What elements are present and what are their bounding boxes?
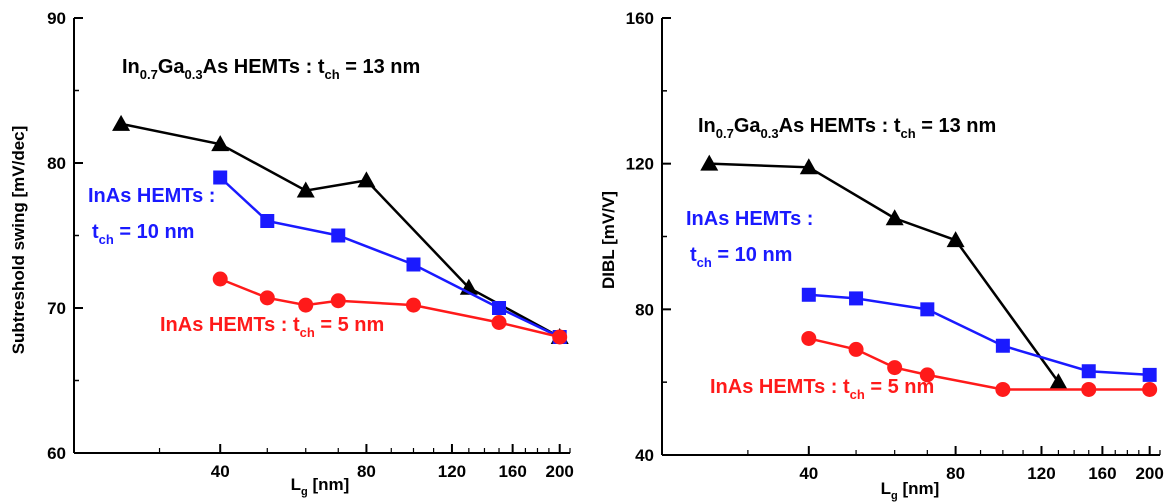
left-series-1-line	[219, 176, 561, 339]
right-series-0-point	[885, 209, 904, 226]
left-series-0-point	[296, 181, 315, 198]
left-y-tick-label: 70	[47, 299, 66, 318]
left-y-tick-label: 60	[47, 444, 66, 463]
left-series-0-point	[357, 171, 376, 188]
right-chart-marks: 40 80 120 160 40 80 120 160 200	[626, 9, 1164, 483]
right-series-2-point	[801, 330, 817, 346]
left-series-2-point	[259, 290, 275, 306]
left-annotation-10nm-line2: tch = 10 nm	[92, 221, 194, 247]
left-annotation-10nm-line1: InAs HEMTs :	[88, 185, 215, 207]
left-x-axis-label: Lg [nm]	[291, 475, 350, 498]
right-series-0-point	[1049, 373, 1068, 390]
left-series-1-point	[260, 214, 275, 228]
left-y-axis-label: Subtreshold swing [mV/dec]	[9, 126, 28, 355]
left-series-0-point	[112, 114, 131, 131]
right-annotation-10nm-line2: tch = 10 nm	[690, 244, 792, 270]
left-series-2-point	[491, 315, 507, 330]
left-series-2-point	[405, 297, 421, 313]
right-series-2-point	[887, 360, 903, 376]
right-series-2-point	[995, 381, 1011, 397]
right-series-1-point	[1081, 364, 1096, 379]
left-series-1-point	[492, 301, 507, 315]
right-y-tick-label: 40	[635, 446, 654, 465]
left-series-1-point	[406, 257, 421, 272]
right-annotation-13nm: In0.7Ga0.3As HEMTs : tch = 13 nm	[698, 115, 996, 141]
left-series-2-point	[298, 297, 314, 313]
right-series-1-point	[995, 338, 1010, 353]
left-chart-marks: 60 70 80 90 40 80 120 160 200	[47, 9, 574, 481]
left-y-tick-label: 80	[47, 154, 66, 173]
right-series-1-point	[920, 302, 935, 317]
right-x-tick-label: 40	[799, 464, 818, 483]
left-series-0-line	[120, 122, 561, 339]
right-annotation-10nm-line1: InAs HEMTs :	[686, 208, 813, 230]
right-series-2-point	[1142, 381, 1158, 397]
right-series-0-point	[700, 154, 719, 171]
left-x-tick-label: 80	[357, 462, 376, 481]
left-x-tick-label: 120	[438, 462, 466, 481]
left-series-1-point	[213, 170, 228, 185]
left-series-2-point	[552, 329, 568, 345]
right-series-1-point	[849, 291, 864, 306]
left-x-tick-label: 160	[498, 462, 526, 481]
right-x-axis-label: Lg [nm]	[881, 479, 940, 502]
right-series-1-point	[801, 287, 816, 302]
left-x-tick-label: 40	[211, 462, 230, 481]
right-y-axis-label: DIBL [mV/V]	[599, 191, 618, 289]
right-series-0-point	[799, 158, 818, 175]
right-series-1-point	[1142, 367, 1157, 382]
left-annotation-5nm: InAs HEMTs : tch = 5 nm	[160, 314, 384, 340]
left-series-2-point	[212, 271, 228, 287]
right-x-tick-label: 160	[1088, 464, 1116, 483]
right-y-tick-label: 80	[635, 300, 654, 319]
left-chart: 60 70 80 90 40 80 120 160 200 Subtreshold swing …	[9, 9, 574, 498]
right-y-tick-label: 120	[626, 155, 654, 174]
right-series-1-line	[808, 293, 1150, 377]
left-series-0-point	[211, 135, 230, 152]
right-series-2-point	[919, 367, 935, 383]
right-series-2-point	[848, 341, 864, 357]
right-x-tick-label: 200	[1135, 464, 1163, 483]
right-x-tick-label: 80	[946, 464, 965, 483]
right-y-tick-label: 160	[626, 9, 654, 28]
left-x-tick-label: 200	[546, 462, 574, 481]
right-x-tick-label: 120	[1027, 464, 1055, 483]
right-series-2-point	[1081, 381, 1097, 397]
right-series-0-point	[946, 231, 965, 248]
left-y-tick-label: 90	[47, 9, 66, 28]
right-annotation-5nm: InAs HEMTs : tch = 5 nm	[710, 376, 934, 402]
left-series-2-point	[330, 293, 346, 309]
right-chart: 40 80 120 160 40 80 120 160 200 DIBL [mV/V] Lg […	[599, 9, 1164, 502]
left-annotation-13nm: In0.7Ga0.3As HEMTs : tch = 13 nm	[122, 56, 420, 82]
left-series-1-point	[331, 228, 346, 243]
